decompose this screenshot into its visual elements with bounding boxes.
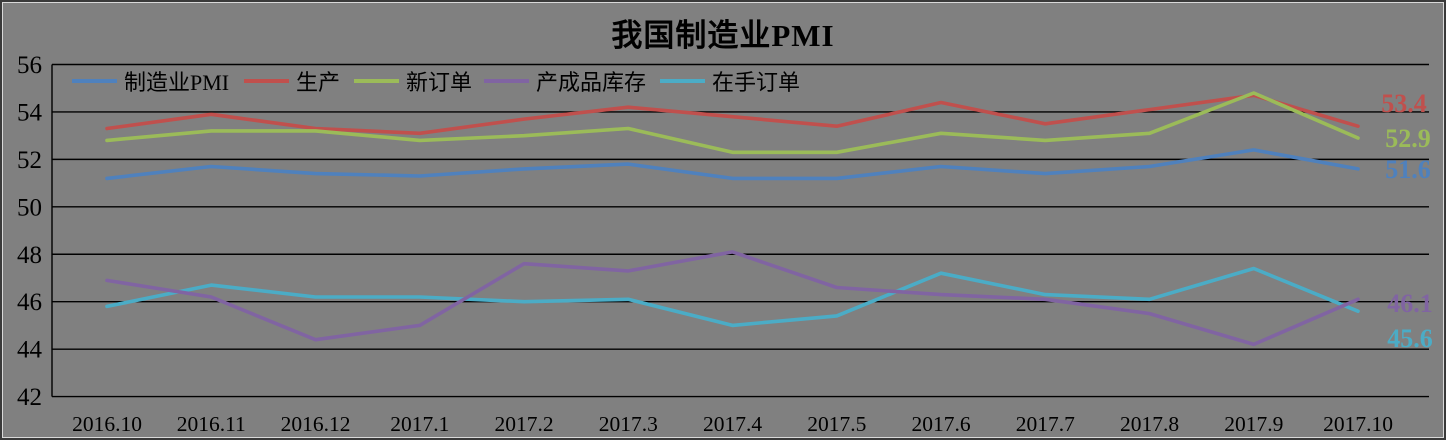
legend-line-swatch (244, 79, 289, 83)
end-value-label-3: 46.1 (1387, 289, 1433, 318)
legend-item-1: 生产 (244, 68, 341, 95)
legend-line-swatch (72, 79, 117, 83)
legend-line-swatch (354, 79, 399, 83)
series-line-4 (105, 266, 1360, 328)
x-axis-tick-label: 2017.4 (703, 412, 762, 436)
legend-item-4: 在手订单 (660, 68, 801, 95)
x-axis-tick-label: 2017.7 (1016, 412, 1075, 436)
chart-title: 我国制造业PMI (611, 18, 835, 53)
legend-label: 在手订单 (712, 70, 801, 95)
legend-item-2: 新订单 (354, 68, 473, 95)
end-value-label-1: 53.4 (1381, 89, 1427, 118)
x-axis-tick-label: 2017.10 (1323, 412, 1393, 436)
x-axis-tick-label: 2016.10 (72, 412, 142, 436)
series-line-0 (105, 148, 1360, 181)
x-axis-tick-label: 2017.1 (390, 412, 449, 436)
legend-label: 新订单 (406, 70, 473, 95)
legend-line-swatch (660, 79, 705, 83)
y-axis-tick-label: 48 (17, 242, 42, 269)
y-axis-tick-label: 42 (17, 384, 42, 411)
x-axis-tick-label: 2017.2 (494, 412, 553, 436)
end-value-label-4: 45.6 (1387, 324, 1433, 353)
x-axis-tick-label: 2017.5 (807, 412, 866, 436)
legend-item-0: 制造业PMI (72, 68, 230, 95)
x-axis-tick-label: 2016.11 (177, 412, 246, 436)
y-axis-tick-label: 54 (17, 99, 43, 126)
legend-label: 制造业PMI (124, 70, 230, 95)
x-axis-tick-label: 2016.12 (281, 412, 351, 436)
y-axis-tick-label: 52 (17, 147, 42, 174)
legend-line-swatch (484, 79, 529, 83)
end-value-label-2: 52.9 (1385, 124, 1431, 153)
y-axis-tick-label: 50 (17, 194, 42, 221)
y-axis-tick-label: 46 (17, 289, 42, 316)
y-axis-tick-label: 56 (17, 52, 42, 79)
series-line-1 (105, 93, 1360, 136)
chart-legend: 制造业PMI 生产 新订单 产成品库存 在手订单 (2, 68, 1444, 95)
legend-item-3: 产成品库存 (484, 68, 647, 95)
x-axis-tick-label: 2017.6 (911, 412, 970, 436)
y-axis-tick-label: 44 (17, 337, 43, 364)
legend-label: 生产 (296, 70, 341, 95)
legend-label: 产成品库存 (536, 70, 647, 95)
series-line-2 (105, 91, 1360, 155)
series-line-3 (105, 250, 1360, 347)
x-axis-tick-label: 2017.9 (1224, 412, 1283, 436)
x-axis-tick-label: 2017.8 (1120, 412, 1179, 436)
end-value-label-0: 51.6 (1385, 155, 1431, 184)
x-axis-tick-label: 2017.3 (599, 412, 658, 436)
